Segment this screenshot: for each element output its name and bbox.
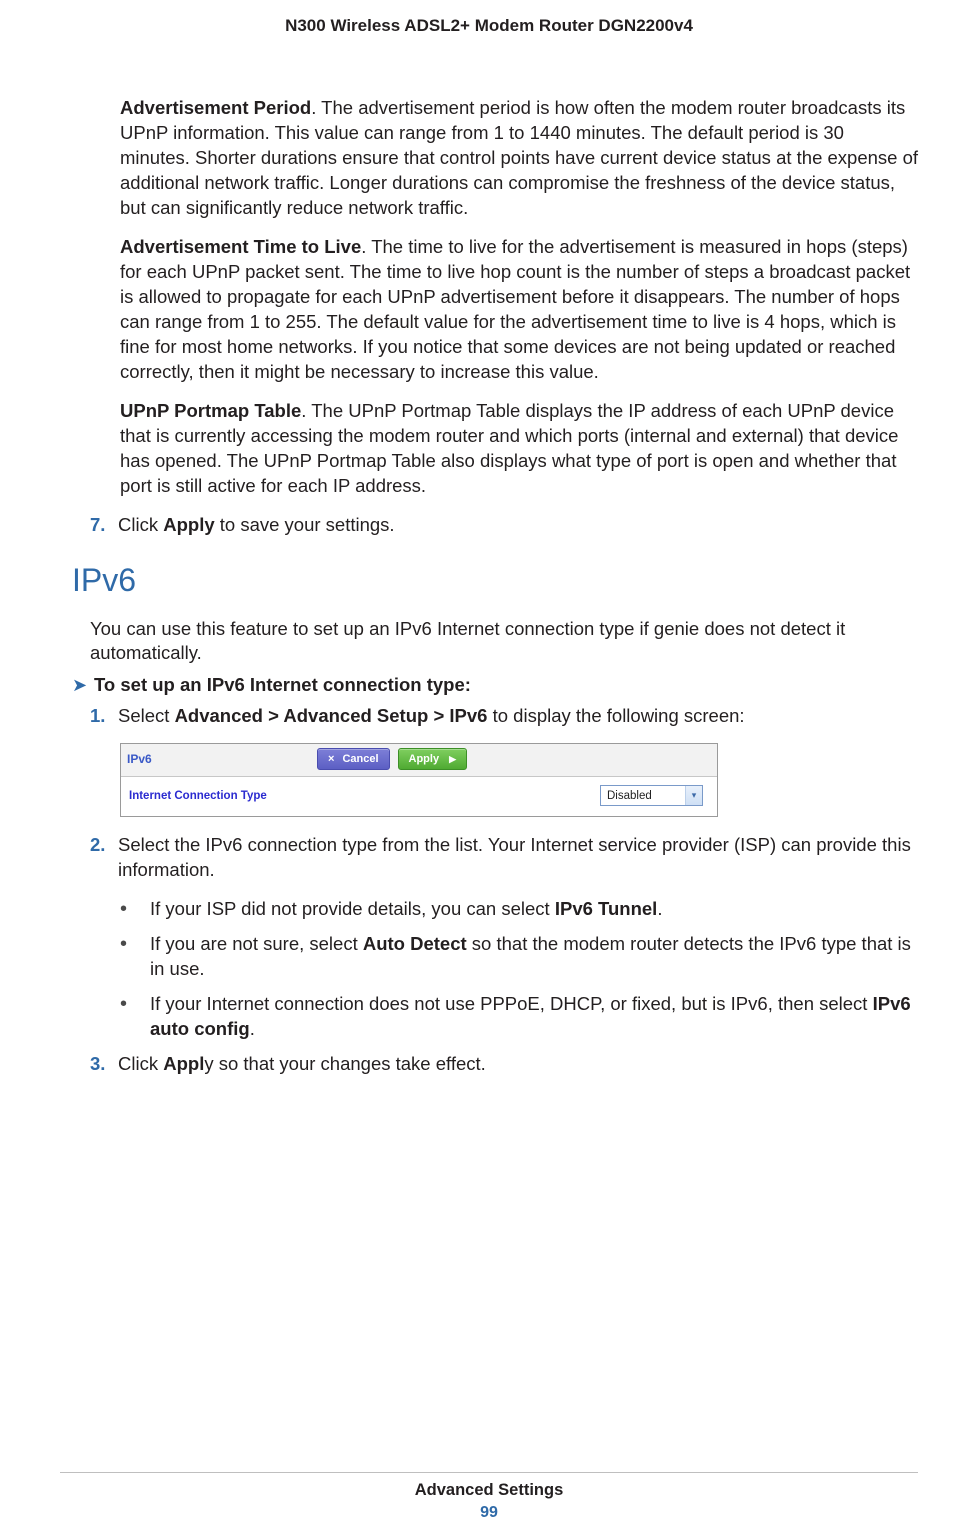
bullet-item: • If you are not sure, select Auto Detec… [120, 932, 918, 982]
term-ttl: Advertisement Time to Live [120, 236, 361, 257]
bullet-text: If you are not sure, select Auto Detect … [150, 932, 918, 982]
chevron-down-icon: ▾ [685, 786, 702, 805]
footer-divider [60, 1472, 918, 1473]
procedure-arrow-icon: ➤ [72, 674, 94, 696]
b2-pre: If you are not sure, select [150, 933, 363, 954]
apply-button[interactable]: Apply ▶ [398, 748, 467, 770]
cancel-button[interactable]: × Cancel [317, 748, 390, 770]
step-2: 2. Select the IPv6 connection type from … [90, 833, 918, 883]
step7-post: to save your settings. [215, 514, 395, 535]
bullet-dot-icon: • [120, 932, 150, 956]
term-ad-period: Advertisement Period [120, 97, 311, 118]
step7-bold: Apply [163, 514, 214, 535]
b1-pre: If your ISP did not provide details, you… [150, 898, 555, 919]
step1-post: to display the following screen: [487, 705, 744, 726]
ipv6-intro: You can use this feature to set up an IP… [90, 617, 918, 667]
para-ad-period: Advertisement Period. The advertisement … [120, 96, 918, 221]
step-3: 3. Click Apply so that your changes take… [90, 1052, 918, 1077]
bullet-item: • If your ISP did not provide details, y… [120, 897, 918, 922]
page: N300 Wireless ADSL2+ Modem Router DGN220… [0, 0, 978, 1536]
bullet-dot-icon: • [120, 992, 150, 1016]
b1-bold: IPv6 Tunnel [555, 898, 657, 919]
step-text: Select Advanced > Advanced Setup > IPv6 … [118, 704, 918, 729]
text-ttl: . The time to live for the advertisement… [120, 236, 910, 382]
step-text: Select the IPv6 connection type from the… [118, 833, 918, 883]
procedure-heading: ➤ To set up an IPv6 Internet connection … [72, 674, 918, 696]
connection-type-label: Internet Connection Type [129, 790, 267, 802]
heading-ipv6: IPv6 [72, 562, 918, 599]
screenshot-panel-title: IPv6 [127, 752, 317, 766]
page-footer: Advanced Settings 99 [0, 1472, 978, 1522]
screenshot-header: IPv6 × Cancel Apply ▶ [121, 744, 717, 777]
footer-section-title: Advanced Settings [0, 1481, 978, 1500]
step-1: 1. Select Advanced > Advanced Setup > IP… [90, 704, 918, 729]
b3-pre: If your Internet connection does not use… [150, 993, 873, 1014]
step-number: 7. [90, 513, 118, 538]
step1-pre: Select [118, 705, 175, 726]
cancel-button-label: Cancel [342, 753, 378, 765]
b2-bold: Auto Detect [363, 933, 467, 954]
screenshot-body: Internet Connection Type Disabled ▾ [121, 777, 717, 816]
bullet-dot-icon: • [120, 897, 150, 921]
step-text: Click Apply so that your changes take ef… [118, 1052, 918, 1077]
bullet-text: If your Internet connection does not use… [150, 992, 918, 1042]
step-7: 7. Click Apply to save your settings. [90, 513, 918, 538]
apply-button-label: Apply [409, 753, 440, 765]
bullet-list: • If your ISP did not provide details, y… [120, 897, 918, 1042]
connection-type-select[interactable]: Disabled ▾ [600, 785, 703, 806]
step1-bold: Advanced > Advanced Setup > IPv6 [175, 705, 488, 726]
para-ttl: Advertisement Time to Live. The time to … [120, 235, 918, 385]
step3-post: y so that your changes take effect. [204, 1053, 485, 1074]
step-number: 3. [90, 1052, 118, 1077]
ipv6-settings-screenshot: IPv6 × Cancel Apply ▶ Internet Connectio… [120, 743, 718, 817]
b3-post: . [250, 1018, 255, 1039]
bullet-text: If your ISP did not provide details, you… [150, 897, 918, 922]
apply-arrow-icon: ▶ [449, 754, 456, 765]
connection-type-value: Disabled [601, 790, 685, 802]
content-body: Advertisement Period. The advertisement … [72, 96, 918, 1077]
document-title: N300 Wireless ADSL2+ Modem Router DGN220… [60, 16, 918, 36]
b1-post: . [657, 898, 662, 919]
step-number: 1. [90, 704, 118, 729]
footer-page-number: 99 [0, 1504, 978, 1522]
procedure-label: To set up an IPv6 Internet connection ty… [94, 674, 471, 696]
para-portmap: UPnP Portmap Table. The UPnP Portmap Tab… [120, 399, 918, 499]
step3-pre: Click [118, 1053, 163, 1074]
step-number: 2. [90, 833, 118, 858]
term-portmap: UPnP Portmap Table [120, 400, 301, 421]
step-text: Click Apply to save your settings. [118, 513, 918, 538]
step7-pre: Click [118, 514, 163, 535]
close-icon: × [328, 753, 334, 765]
bullet-item: • If your Internet connection does not u… [120, 992, 918, 1042]
screenshot-header-row: IPv6 × Cancel Apply ▶ [127, 748, 711, 770]
step3-bold: Appl [163, 1053, 204, 1074]
